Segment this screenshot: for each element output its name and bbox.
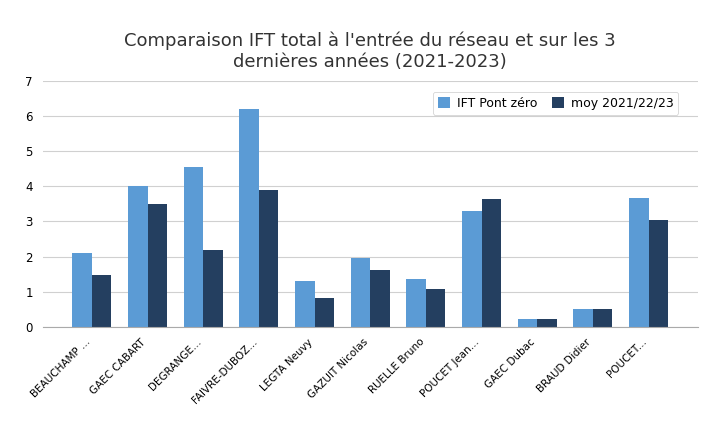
Bar [239,109,259,327]
Bar [315,298,334,327]
Bar [351,258,370,327]
Bar [259,190,278,327]
Bar [481,198,501,327]
Bar [593,310,612,327]
Bar [92,275,112,327]
Bar [426,289,446,327]
Bar [537,319,557,327]
Bar [370,270,389,327]
Bar [649,220,668,327]
Bar [73,253,92,327]
Bar [518,319,537,327]
Bar [147,204,167,327]
Bar [204,250,223,327]
Bar [573,310,593,327]
Bar [462,211,481,327]
Legend: IFT Pont zéro, moy 2021/22/23: IFT Pont zéro, moy 2021/22/23 [433,92,679,115]
Title: Comparaison IFT total à l'entrée du réseau et sur les 3
dernières années (2021-2: Comparaison IFT total à l'entrée du rése… [125,31,616,71]
Bar [629,198,649,327]
Bar [407,279,426,327]
Bar [295,281,315,327]
Bar [184,167,204,327]
Bar [128,186,147,327]
